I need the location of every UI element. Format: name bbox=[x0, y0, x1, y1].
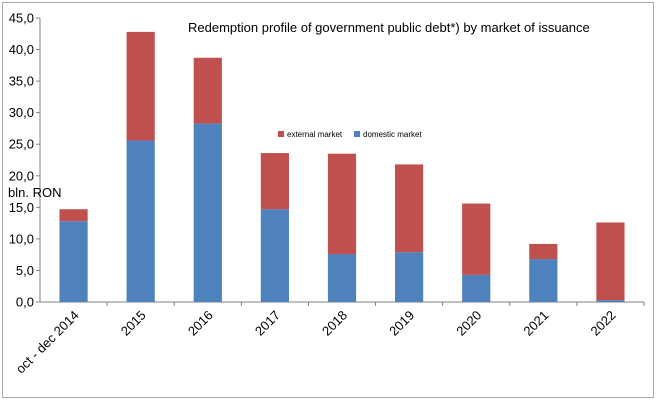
bar-external-market bbox=[126, 31, 155, 141]
x-tick-label: 2019 bbox=[386, 308, 417, 339]
legend: external market domestic market bbox=[278, 130, 422, 139]
x-tick-label: 2016 bbox=[185, 308, 216, 339]
y-ticks: 0,0 5,0 10,0 15,0 20,0 25,0 30,0 35,0 40,0 45,0 bbox=[9, 11, 40, 310]
bar-external-market bbox=[462, 203, 491, 275]
y-tick-label: 30,0 bbox=[9, 105, 34, 120]
y-tick-label: 15,0 bbox=[9, 200, 34, 215]
x-tick-label: 2018 bbox=[319, 308, 350, 339]
chart-title: Redemption profile of government public … bbox=[188, 20, 590, 35]
x-tick-label: 2022 bbox=[588, 308, 619, 339]
bar-external-market bbox=[260, 153, 289, 210]
bar-external-market bbox=[193, 57, 222, 124]
y-tick-label: 0,0 bbox=[16, 295, 34, 310]
bar-domestic-market bbox=[529, 259, 558, 302]
legend-label-domestic-market: domestic market bbox=[363, 130, 422, 139]
bar-domestic-market bbox=[126, 140, 155, 302]
legend-swatch-domestic-market bbox=[354, 131, 360, 137]
y-tick-label: 40,0 bbox=[9, 42, 34, 57]
y-unit-label: bln. RON bbox=[8, 185, 61, 200]
x-tick-label: oct - dec 2014 bbox=[13, 308, 82, 377]
bar-domestic-market bbox=[395, 252, 424, 302]
bar-external-market bbox=[395, 164, 424, 253]
bar-external-market bbox=[327, 153, 357, 255]
bar-external-market bbox=[596, 222, 625, 301]
y-tick-label: 25,0 bbox=[9, 137, 34, 152]
x-tick-label: 2020 bbox=[453, 308, 484, 339]
bar-domestic-market bbox=[193, 123, 222, 302]
bar-domestic-market bbox=[596, 300, 625, 302]
y-tick-label: 5,0 bbox=[16, 263, 34, 278]
y-tick-label: 10,0 bbox=[9, 231, 34, 246]
y-tick-label: 20,0 bbox=[9, 168, 34, 183]
x-tick-label: 2021 bbox=[520, 308, 551, 339]
legend-swatch-external-market bbox=[278, 131, 284, 137]
x-ticks: oct - dec 2014 2015 2016 2017 2018 2019 2020 20… bbox=[13, 302, 645, 377]
bar-domestic-market bbox=[327, 254, 357, 302]
bars bbox=[59, 31, 625, 302]
legend-label-external-market: external market bbox=[287, 130, 343, 139]
y-tick-label: 35,0 bbox=[9, 74, 34, 89]
bar-domestic-market bbox=[260, 209, 289, 302]
bar-external-market bbox=[59, 209, 88, 222]
y-tick-label: 45,0 bbox=[9, 11, 34, 26]
bar-external-market bbox=[529, 243, 558, 260]
x-tick-label: 2015 bbox=[118, 308, 149, 339]
bar-domestic-market bbox=[462, 274, 491, 302]
bar-domestic-market bbox=[59, 221, 88, 302]
x-tick-label: 2017 bbox=[252, 308, 283, 339]
